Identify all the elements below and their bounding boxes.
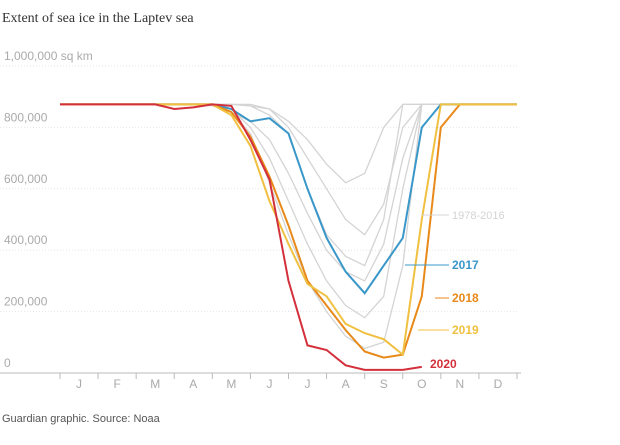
series-line — [60, 103, 517, 359]
x-tick-label: M — [226, 377, 236, 391]
x-tick-label: M — [150, 377, 160, 391]
legend-label: 2019 — [452, 323, 479, 337]
x-tick-label: J — [266, 377, 272, 391]
legend-label: 2018 — [452, 291, 479, 305]
y-tick-label: 600,000 — [4, 172, 48, 186]
y-tick-label: 0 — [4, 356, 11, 370]
x-tick-label: J — [305, 377, 311, 391]
historic-line — [60, 103, 517, 184]
x-tick-label: F — [113, 377, 120, 391]
series-line — [60, 103, 517, 357]
legend-label: 2017 — [452, 258, 479, 272]
historic-line — [60, 103, 517, 282]
x-tick-label: O — [417, 377, 426, 391]
x-tick-label: S — [380, 377, 388, 391]
series-line — [60, 103, 422, 371]
y-tick-label: 400,000 — [4, 233, 48, 247]
legend-label: 1978-2016 — [452, 210, 505, 222]
chart-title: Extent of sea ice in the Laptev sea — [2, 11, 194, 26]
source: Guardian graphic. Source: Noaa — [2, 413, 161, 425]
x-tick-label: A — [189, 377, 197, 391]
y-tick-label: 200,000 — [4, 295, 48, 309]
legend-label: 2020 — [430, 357, 457, 371]
y-tick-label: 1,000,000 sq km — [4, 49, 93, 63]
x-tick-label: A — [342, 377, 350, 391]
y-tick-label: 800,000 — [4, 110, 48, 124]
x-tick-label: D — [494, 377, 503, 391]
x-tick-label: N — [456, 377, 465, 391]
x-tick-label: J — [76, 377, 82, 391]
